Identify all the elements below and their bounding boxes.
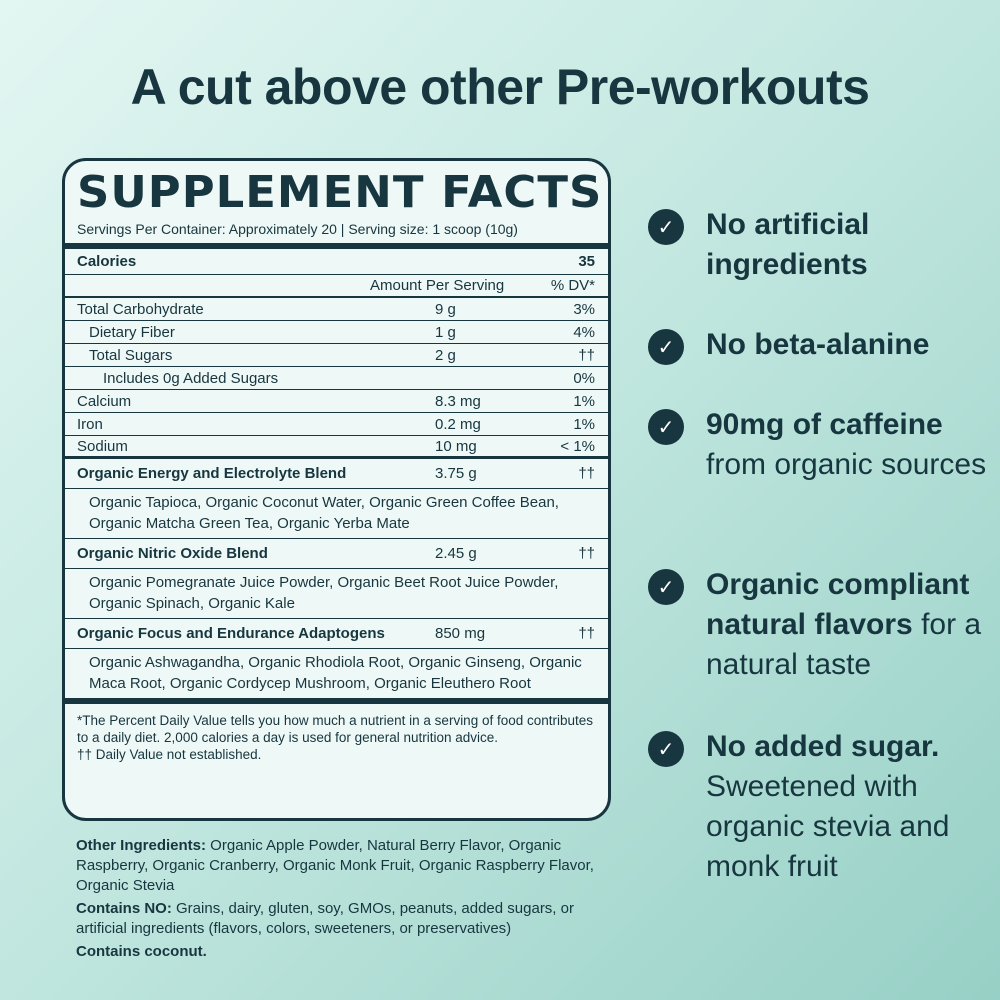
check-icon: ✓ bbox=[648, 569, 684, 605]
blend-dv: †† bbox=[578, 465, 595, 482]
blend-name: Organic Nitric Oxide Blend bbox=[77, 545, 268, 562]
check-icon: ✓ bbox=[648, 209, 684, 245]
nutrient-dv: 3% bbox=[573, 300, 595, 318]
check-icon: ✓ bbox=[648, 731, 684, 767]
divider bbox=[65, 243, 608, 249]
contains-text: Contains coconut. bbox=[76, 943, 207, 960]
footnote-dagger: †† Daily Value not established. bbox=[77, 747, 262, 762]
calories-row: Calories 35 bbox=[65, 249, 608, 275]
nutrient-name: Dietary Fiber bbox=[89, 323, 175, 341]
check-icon: ✓ bbox=[648, 409, 684, 445]
benefit-bold: No added sugar. bbox=[706, 730, 940, 763]
other-ingredients: Other Ingredients: Organic Apple Powder,… bbox=[76, 836, 616, 965]
benefit-item: ✓ No artificial ingredients bbox=[648, 205, 996, 285]
facts-heading: SUPPLEMENT FACTS bbox=[77, 167, 603, 218]
nutrient-dv: 0% bbox=[573, 369, 595, 387]
benefit-bold: 90mg of caffeine bbox=[706, 408, 943, 441]
supplement-facts-panel: SUPPLEMENT FACTS Servings Per Container:… bbox=[62, 158, 611, 821]
nutrient-amount: 1 g bbox=[435, 323, 456, 341]
nutrient-name: Calcium bbox=[77, 392, 132, 410]
nutrient-dv: 1% bbox=[573, 415, 595, 433]
benefit-bold: No artificial ingredients bbox=[706, 208, 870, 281]
benefit-item: ✓ 90mg of caffeine from organic sources bbox=[648, 405, 996, 485]
calories-value: 35 bbox=[578, 253, 595, 270]
nutrient-row: Iron 0.2 mg 1% bbox=[65, 413, 608, 436]
contains-no-text: Grains, dairy, gluten, soy, GMOs, peanut… bbox=[76, 900, 574, 937]
blend-amount: 3.75 g bbox=[435, 465, 477, 482]
blend-row: Organic Nitric Oxide Blend 2.45 g †† bbox=[65, 539, 608, 569]
nutrient-row: Calcium 8.3 mg 1% bbox=[65, 390, 608, 413]
blend-row: Organic Energy and Electrolyte Blend 3.7… bbox=[65, 459, 608, 489]
nutrient-dv: 1% bbox=[573, 392, 595, 410]
benefit-text: from organic sources bbox=[706, 448, 987, 481]
blend-amount: 850 mg bbox=[435, 625, 486, 642]
nutrient-name: Includes 0g Added Sugars bbox=[103, 369, 279, 387]
nutrient-row: Dietary Fiber 1 g 4% bbox=[65, 321, 608, 344]
benefit-bold: Organic compliant natural flavors bbox=[706, 568, 970, 641]
blend-dv: †† bbox=[578, 625, 595, 642]
nutrient-row: Includes 0g Added Sugars 0% bbox=[65, 367, 608, 390]
nutrient-dv: †† bbox=[578, 346, 595, 364]
benefit-item: ✓ No added sugar. Sweetened with organic… bbox=[648, 727, 996, 887]
blend-dv: †† bbox=[578, 545, 595, 562]
ingredients-text: Organic Apple Powder, Natural Berry Flav… bbox=[76, 837, 594, 894]
benefit-text: Sweetened with organic stevia and monk f… bbox=[706, 770, 950, 883]
nutrient-row: Total Sugars 2 g †† bbox=[65, 344, 608, 367]
calories-label: Calories bbox=[77, 253, 137, 270]
page-title: A cut above other Pre-workouts bbox=[130, 59, 870, 115]
benefit-item: ✓ No beta-alanine bbox=[648, 325, 996, 365]
nutrient-name: Sodium bbox=[77, 437, 128, 455]
nutrient-amount: 0.2 mg bbox=[435, 415, 481, 433]
nutrient-name: Iron bbox=[77, 415, 103, 433]
footnotes: *The Percent Daily Value tells you how m… bbox=[65, 704, 608, 771]
header-row: Amount Per Serving % DV* bbox=[65, 275, 608, 298]
servings-info: Servings Per Container: Approximately 20… bbox=[77, 221, 518, 237]
ingredients-label: Other Ingredients: bbox=[76, 837, 207, 854]
nutrient-amount: 10 mg bbox=[435, 437, 477, 455]
blend-amount: 2.45 g bbox=[435, 545, 477, 562]
check-icon: ✓ bbox=[648, 329, 684, 365]
nutrient-amount: 9 g bbox=[435, 300, 456, 318]
nutrient-name: Total Sugars bbox=[89, 346, 173, 364]
contains-no-label: Contains NO: bbox=[76, 900, 172, 917]
blend-name: Organic Focus and Endurance Adaptogens bbox=[77, 625, 385, 642]
blend-row: Organic Focus and Endurance Adaptogens 8… bbox=[65, 619, 608, 649]
nutrient-name: Total Carbohydrate bbox=[77, 300, 204, 318]
footnote-dv: *The Percent Daily Value tells you how m… bbox=[77, 713, 594, 745]
blend-ingredients: Organic Tapioca, Organic Coconut Water, … bbox=[65, 489, 608, 539]
benefit-item: ✓ Organic compliant natural flavors for … bbox=[648, 565, 996, 685]
divider bbox=[65, 698, 608, 704]
benefit-bold: No beta-alanine bbox=[706, 328, 930, 361]
blend-ingredients: Organic Pomegranate Juice Powder, Organi… bbox=[65, 569, 608, 619]
dv-header: % DV* bbox=[550, 277, 595, 294]
nutrient-dv: 4% bbox=[573, 323, 595, 341]
nutrient-row: Total Carbohydrate 9 g 3% bbox=[65, 298, 608, 321]
nutrient-dv: < 1% bbox=[560, 437, 595, 455]
benefit-text: for a natural taste bbox=[706, 608, 982, 681]
blend-ingredients: Organic Ashwagandha, Organic Rhodiola Ro… bbox=[89, 654, 582, 692]
nutrient-row: Sodium 10 mg < 1% bbox=[65, 436, 608, 459]
amount-header: Amount Per Serving bbox=[370, 277, 505, 294]
nutrient-amount: 8.3 mg bbox=[435, 392, 481, 410]
nutrient-amount: 2 g bbox=[435, 346, 456, 364]
blend-name: Organic Energy and Electrolyte Blend bbox=[77, 465, 347, 482]
